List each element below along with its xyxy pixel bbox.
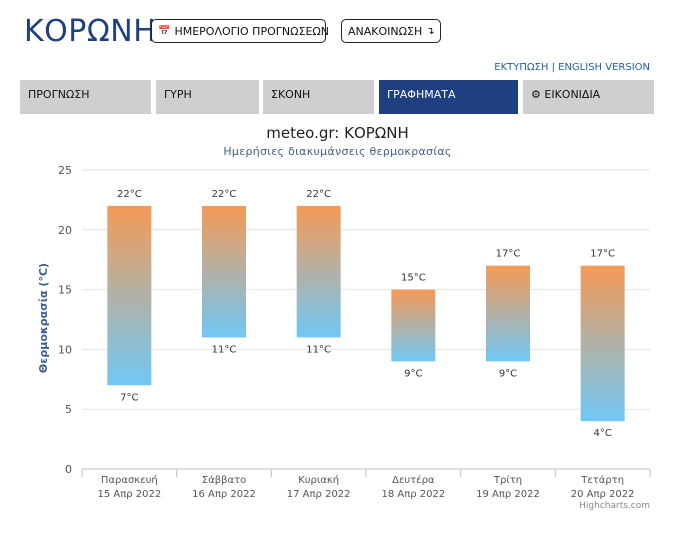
y-axis-label: Θερμοκρασία (°C) (37, 263, 50, 373)
temperature-bar[interactable] (296, 205, 341, 338)
tab-pollen-label: ΓΥΡΗ (164, 88, 192, 101)
low-temp-label: 9°C (404, 368, 422, 379)
chart-title: meteo.gr: ΚΟΡΩΝΗ (266, 124, 409, 142)
y-tick-label: 10 (58, 343, 72, 356)
calendar-icon: 📅 (158, 25, 171, 37)
page-title: ΚΟΡΩΝΗ (24, 14, 157, 49)
low-temp-label: 11°C (212, 344, 237, 355)
link-separator: | (551, 62, 555, 73)
forecast-calendar-button[interactable]: 📅 ΗΜΕΡΟΛΟΓΙΟ ΠΡΟΓΝΩΣΕΩΝ (151, 19, 330, 43)
temperature-bar[interactable] (486, 265, 530, 362)
forecast-calendar-label: ΗΜΕΡΟΛΟΓΙΟ ΠΡΟΓΝΩΣΕΩΝ (174, 24, 330, 38)
english-version-link[interactable]: ENGLISH VERSION (558, 62, 650, 73)
x-tick-day-label: Δευτέρα (392, 474, 435, 486)
tab-charts-label: ΓΡΑΦΗΜΑΤΑ (387, 88, 456, 101)
y-tick-label: 25 (58, 164, 72, 177)
high-temp-label: 15°C (401, 273, 426, 284)
top-links: ΕΚΤΥΠΩΣΗ | ENGLISH VERSION (494, 62, 650, 73)
temperature-bar[interactable] (107, 205, 152, 386)
low-temp-label: 9°C (499, 368, 517, 379)
y-tick-label: 15 (58, 284, 72, 297)
low-temp-label: 7°C (120, 392, 138, 403)
x-tick-date-label: 19 Απρ 2022 (476, 489, 540, 500)
x-tick-day-label: Τρίτη (493, 474, 522, 486)
chart-subtitle: Ημερήσιες διακυμάνσεις θερμοκρασίας (223, 145, 452, 158)
chart-credit[interactable]: Highcharts.com (579, 501, 650, 511)
y-tick-label: 5 (65, 403, 72, 416)
tab-pollen[interactable]: ΓΥΡΗ (156, 80, 259, 114)
x-tick-day-label: Παρασκευή (101, 474, 158, 486)
temperature-bar[interactable] (391, 289, 436, 362)
x-tick-day-label: Κυριακή (298, 474, 339, 486)
x-tick-day-label: Τετάρτη (580, 474, 624, 486)
y-tick-label: 0 (65, 463, 72, 476)
y-tick-label: 20 (58, 224, 72, 237)
low-temp-label: 11°C (306, 344, 331, 355)
tab-bar: ΠΡΟΓΝΩΣΗ ΓΥΡΗ ΣΚΟΝΗ ΓΡΑΦΗΜΑΤΑ ⚙ ΕΙΚΟΝΙΔΙ… (20, 80, 654, 114)
high-temp-label: 22°C (306, 189, 331, 200)
announcement-button[interactable]: ΑΝΑΚΟΙΝΩΣΗ ↴ (341, 19, 441, 43)
high-temp-label: 22°C (212, 189, 237, 200)
tab-icons[interactable]: ⚙ ΕΙΚΟΝΙΔΙΑ (523, 80, 654, 114)
tab-dust-label: ΣΚΟΝΗ (271, 88, 311, 101)
temperature-bar[interactable] (202, 205, 246, 338)
x-tick-date-label: 17 Απρ 2022 (287, 489, 351, 500)
x-tick-date-label: 18 Απρ 2022 (381, 489, 445, 500)
high-temp-label: 17°C (590, 249, 615, 260)
announcement-label: ΑΝΑΚΟΙΝΩΣΗ (348, 24, 423, 38)
print-link[interactable]: ΕΚΤΥΠΩΣΗ (494, 62, 549, 73)
tab-charts[interactable]: ΓΡΑΦΗΜΑΤΑ (379, 80, 518, 114)
tab-icons-label: ΕΙΚΟΝΙΔΙΑ (544, 88, 601, 101)
gear-icon: ⚙ (531, 88, 541, 101)
high-temp-label: 17°C (496, 249, 521, 260)
x-tick-date-label: 20 Απρ 2022 (571, 489, 635, 500)
low-temp-label: 4°C (593, 428, 611, 439)
high-temp-label: 22°C (117, 189, 142, 200)
tab-forecast[interactable]: ΠΡΟΓΝΩΣΗ (20, 80, 151, 114)
x-tick-day-label: Σάββατο (202, 474, 246, 486)
x-tick-date-label: 15 Απρ 2022 (97, 489, 161, 500)
temperature-bar[interactable] (580, 265, 625, 422)
arrow-down-icon: ↴ (426, 25, 435, 37)
tab-forecast-label: ΠΡΟΓΝΩΣΗ (28, 88, 90, 101)
x-tick-date-label: 16 Απρ 2022 (192, 489, 256, 500)
tab-dust[interactable]: ΣΚΟΝΗ (263, 80, 374, 114)
